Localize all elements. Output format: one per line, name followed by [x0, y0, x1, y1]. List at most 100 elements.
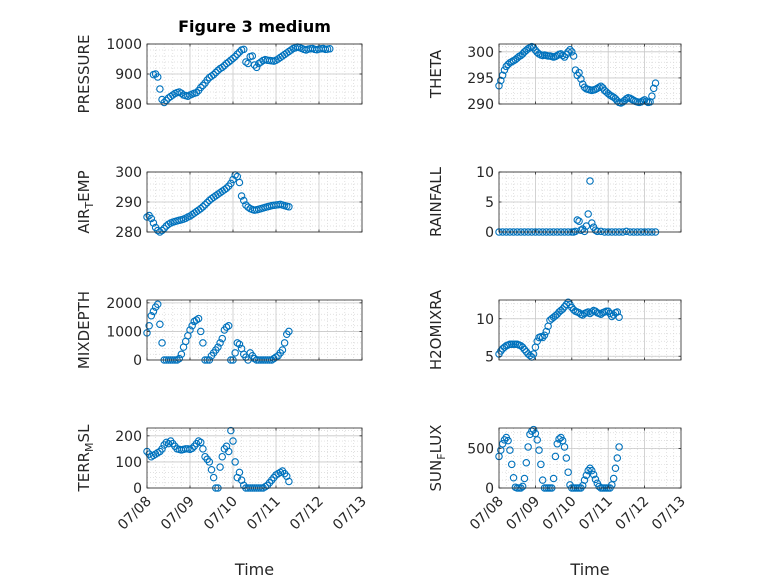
axes-frame: [498, 427, 682, 489]
data-point: [160, 224, 168, 233]
data-point: [573, 216, 582, 224]
data-point: [169, 91, 177, 99]
data-point: [285, 203, 293, 211]
y-tick-label: 10: [476, 165, 494, 181]
data-point: [242, 201, 250, 209]
data-point: [509, 473, 518, 482]
data-point: [615, 443, 623, 451]
chart-title: Figure 3 medium: [178, 17, 331, 36]
data-point: [577, 226, 585, 234]
tick-marks: [146, 428, 363, 489]
data-point: [584, 466, 592, 475]
data-point: [199, 81, 207, 90]
data-point: [529, 425, 538, 434]
x-tick-label: 07/09: [158, 494, 198, 534]
x-tick-label: 07/11: [576, 494, 616, 534]
data-point: [212, 68, 220, 77]
data-point: [145, 321, 153, 330]
data-point: [203, 198, 211, 207]
subplot-6: 5 10 H2OMIXRA: [427, 289, 682, 370]
data-point: [192, 88, 201, 97]
y-tick-label: 5: [485, 349, 494, 365]
data-point: [597, 310, 605, 318]
y-tick-label: 200: [115, 429, 142, 445]
data-point: [285, 327, 293, 336]
data-point: [613, 308, 622, 316]
subplot-5: 0 1000 2000 MIXDEPTH: [75, 291, 363, 369]
data-point: [564, 468, 572, 476]
series-markers: [143, 426, 293, 492]
data-point: [233, 50, 242, 58]
series-markers: [149, 43, 334, 107]
axes-background: [147, 428, 362, 488]
data-point: [231, 52, 239, 61]
data-point: [498, 440, 507, 448]
data-point: [524, 443, 532, 451]
axes-frame: [146, 299, 363, 361]
data-point: [231, 349, 239, 357]
y-axis-label: MIXDEPTH: [75, 291, 93, 369]
data-point: [597, 227, 605, 236]
x-tick-label: 07/08: [115, 494, 155, 534]
data-point: [569, 52, 578, 60]
y-axis-label: SUNFLUX: [427, 425, 448, 492]
x-tick-label: 07/13: [649, 494, 689, 534]
data-point: [285, 477, 293, 486]
x-tick-label: 07/09: [503, 494, 543, 534]
y-tick-label: 0: [485, 225, 494, 241]
data-point: [533, 436, 541, 444]
data-point: [537, 460, 545, 469]
data-point: [229, 54, 237, 63]
data-point: [154, 73, 162, 81]
data-point: [575, 217, 583, 225]
subplot-3: 280 290 300 AIRTEMP: [75, 165, 363, 241]
series-markers: [495, 298, 623, 361]
data-point: [568, 48, 576, 56]
data-point: [149, 219, 158, 227]
data-point: [235, 340, 244, 349]
data-point: [220, 185, 229, 194]
data-point: [235, 468, 244, 477]
data-point: [158, 339, 166, 347]
data-point: [218, 334, 227, 343]
data-point: [609, 474, 618, 483]
data-point: [158, 226, 166, 235]
y-tick-label: 300: [467, 45, 494, 61]
data-point: [611, 464, 620, 473]
y-tick-label: 1000: [106, 37, 142, 53]
y-tick-label: 0: [133, 481, 142, 497]
y-axis-label: PRESSURE: [75, 35, 93, 114]
data-point: [588, 308, 596, 316]
data-point: [588, 466, 596, 475]
data-point: [252, 63, 261, 72]
data-point: [578, 311, 587, 319]
data-point: [325, 45, 334, 53]
x-tick-label: 07/12: [613, 494, 653, 534]
data-point: [564, 48, 572, 56]
data-point: [651, 79, 660, 87]
data-point: [240, 196, 248, 205]
data-point: [224, 321, 233, 330]
data-point: [613, 454, 622, 462]
y-tick-label: 500: [467, 442, 494, 458]
y-tick-label: 0: [485, 481, 494, 497]
axes-background: [499, 428, 681, 488]
data-point: [205, 458, 214, 466]
y-axis-label: RAINFALL: [427, 166, 445, 237]
subplot-8: 0 500 SUNFLUX 07/0807/0907/1007/1107/1207/1…: [427, 425, 689, 579]
data-point: [197, 327, 205, 336]
data-point: [199, 203, 207, 211]
data-point: [158, 445, 166, 453]
data-point: [542, 327, 551, 336]
data-point: [648, 92, 656, 100]
data-point: [197, 83, 205, 92]
data-point: [222, 184, 231, 192]
data-point: [224, 58, 233, 66]
data-point: [577, 75, 585, 83]
data-point: [177, 89, 186, 97]
data-point: [591, 307, 600, 315]
data-point: [287, 46, 295, 54]
data-point: [218, 63, 227, 72]
data-point: [518, 482, 527, 491]
